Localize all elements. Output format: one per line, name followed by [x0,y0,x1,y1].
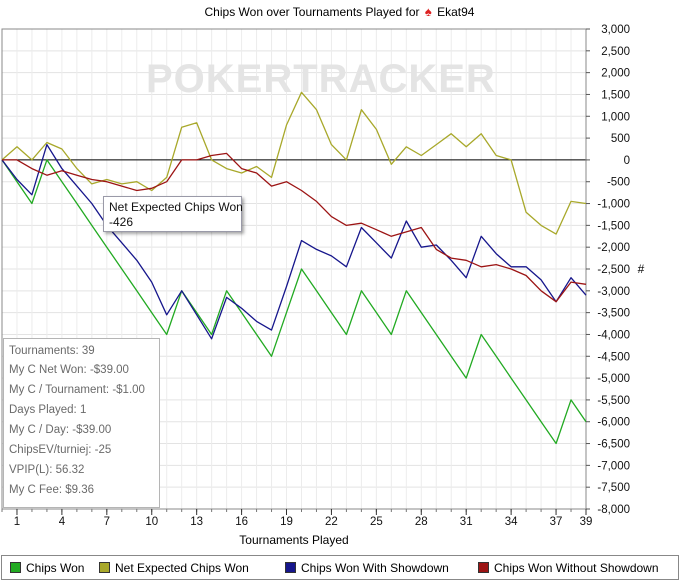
x-tick-label: 7 [104,516,110,528]
tooltip-value: -426 [109,215,134,229]
x-tick-label: 13 [190,516,203,528]
y-tick-label: 0 [624,155,630,167]
y-tick-label: -4,000 [597,329,630,341]
player-name: Ekat94 [437,5,475,19]
y-tick-label: 2,500 [601,46,630,58]
stat-per-tournament: My C / Tournament: -$1.00 [9,384,145,396]
legend-item-chips-won[interactable]: Chips Won [10,561,84,575]
y-tick-label: -1,500 [597,220,630,232]
stat-tournaments: Tournaments: 39 [9,345,95,357]
spade-icon: ♠ [424,4,432,19]
legend-label: Chips Won With Showdown [301,561,449,575]
chart-legend: Chips Won Net Expected Chips Won Chips W… [1,555,679,580]
stat-net-won: My C Net Won: -$39.00 [9,364,129,376]
stat-fee: My C Fee: $9.36 [9,484,95,496]
y-tick-label: 2,000 [601,68,630,80]
legend-label: Net Expected Chips Won [115,561,249,575]
series-line-chips-won [1,159,587,445]
x-tick-label: 1 [14,516,20,528]
tooltip-label: Net Expected Chips Won [109,200,243,214]
y-tick-label: -3,000 [597,286,630,298]
watermark: POKERTRACKER [146,57,496,101]
x-tick-label: 22 [325,516,338,528]
y-tick-label: 1,500 [601,89,630,101]
legend-label: Chips Won [26,561,85,575]
y-tick-label: -5,000 [597,373,630,385]
x-tick-label: 34 [505,516,518,528]
y-tick-label: -1,000 [597,199,630,211]
x-tick-label: 31 [460,516,473,528]
stat-per-day: My C / Day: -$39.00 [9,424,112,436]
x-tick-label: 10 [145,516,158,528]
y-tick-label: -3,500 [597,308,630,320]
y-tick-label: -8,000 [597,504,630,516]
y-tick-label: -2,000 [597,242,630,254]
x-tick-label: 25 [370,516,383,528]
y-tick-label: 500 [611,133,630,145]
y-tick-label: -5,500 [597,395,630,407]
legend-item-without-showdown[interactable]: Chips Won Without Showdown [478,561,659,575]
y-tick-label: -2,500 [597,264,630,276]
x-tick-label: 39 [580,516,593,528]
x-tick-label: 16 [235,516,248,528]
y-tick-label: -500 [607,177,630,189]
x-tick-label: 37 [550,516,563,528]
stat-vpip: VPIP(L): 56.32 [9,464,85,476]
y-tick-label: -6,500 [597,439,630,451]
chart-tooltip: Net Expected Chips Won -426 [103,196,243,232]
x-tick-label: 19 [280,516,293,528]
y-tick-label: -7,000 [597,460,630,472]
stat-days-played: Days Played: 1 [9,404,87,416]
legend-swatch [478,562,489,573]
chart-title-text: Chips Won over Tournaments Played for [204,5,420,19]
y-axis-label: # [638,262,645,276]
legend-swatch [99,562,110,573]
x-axis-label: Tournaments Played [239,533,348,547]
x-tick-label: 4 [59,516,66,528]
chart-title: Chips Won over Tournaments Played for ♠ … [0,4,679,19]
legend-swatch [285,562,296,573]
x-tick-label: 28 [415,516,428,528]
y-tick-label: -4,500 [597,351,630,363]
series-line-chips-won-without-showdown [2,152,587,303]
stat-chips-ev: ChipsEV/turniej: -25 [9,444,112,456]
y-tick-label: -6,000 [597,417,630,429]
series-line-chips-won-with-showdown [1,143,587,340]
legend-item-with-showdown[interactable]: Chips Won With Showdown [285,561,449,575]
y-tick-label: 1,000 [601,111,630,123]
y-tick-label: -7,500 [597,482,630,494]
series-line-net-expected-chips-won [1,91,587,235]
legend-item-net-expected[interactable]: Net Expected Chips Won [99,561,249,575]
legend-label: Chips Won Without Showdown [494,561,659,575]
y-tick-label: 3,000 [601,24,630,36]
legend-swatch [10,562,21,573]
stats-box: Tournaments: 39 My C Net Won: -$39.00 My… [3,338,160,508]
